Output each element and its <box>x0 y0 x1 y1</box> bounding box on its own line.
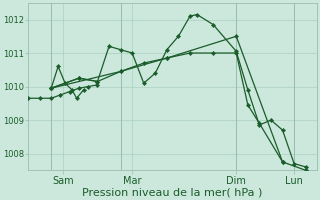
X-axis label: Pression niveau de la mer( hPa ): Pression niveau de la mer( hPa ) <box>83 187 263 197</box>
